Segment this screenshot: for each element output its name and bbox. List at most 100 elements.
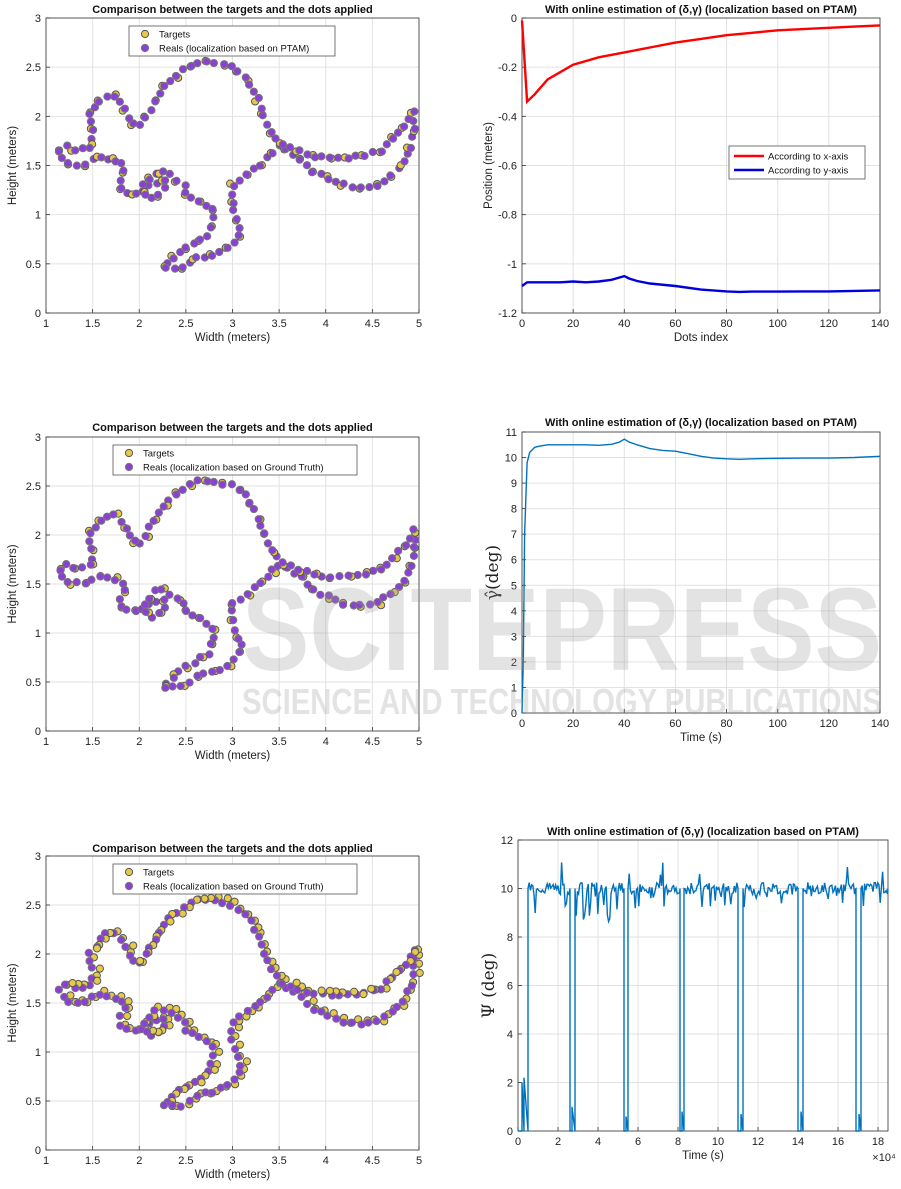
x-tick-label: 4	[323, 1155, 329, 1167]
real-dot	[256, 997, 265, 1007]
real-dot	[310, 1005, 319, 1015]
real-dot	[235, 485, 244, 495]
y-tick-label: 3	[511, 631, 517, 643]
real-dot	[86, 117, 96, 126]
real-dot	[347, 1018, 357, 1027]
real-dot	[364, 1018, 373, 1027]
real-dot	[339, 179, 348, 188]
y-tick-label: 3	[35, 432, 41, 444]
target-dot	[215, 1047, 224, 1056]
y-tick-label: 3	[35, 13, 41, 25]
target-dot	[136, 956, 145, 966]
real-dot	[172, 490, 181, 499]
real-dot	[409, 525, 418, 534]
real-dot	[317, 1007, 326, 1016]
y-tick-label: 5	[511, 580, 517, 592]
real-dot	[234, 905, 243, 915]
chart-6: 0 2 4 6 8 10 12 14 16 18 0 2 4 6 8 10 12 With online esti…	[479, 826, 896, 1164]
real-dot	[72, 578, 81, 587]
real-dot	[310, 570, 319, 579]
real-dot	[263, 120, 272, 129]
real-dot	[185, 678, 194, 687]
legend-box	[728, 145, 866, 180]
watermark-big: SCITEPRESS	[242, 564, 882, 696]
real-dot	[85, 537, 94, 546]
real-dot	[161, 683, 170, 692]
y-tick-label: 1	[35, 628, 41, 640]
real-dot	[181, 661, 190, 670]
legend-marker-targets	[140, 29, 150, 39]
real-dot	[160, 176, 170, 185]
y-tick-label: 0	[35, 1145, 41, 1157]
x-tick-label: 14	[792, 1136, 804, 1148]
real-dot	[191, 253, 201, 262]
y-tick-label: 1.5	[26, 579, 41, 591]
real-dot	[178, 65, 188, 74]
real-dot	[223, 243, 232, 252]
real-dot	[394, 546, 403, 555]
x-tick-label: 100	[769, 318, 787, 330]
real-dot	[223, 661, 232, 671]
y-tick-label: 8	[507, 932, 513, 944]
legend: Targets Reals (localization based on Grou…	[112, 863, 358, 895]
y-tick-label: 4	[511, 606, 517, 618]
target-dot	[223, 894, 232, 903]
real-dot	[188, 611, 197, 620]
real-dot	[103, 573, 112, 582]
real-dot	[366, 600, 375, 609]
y-tick-label: 7	[511, 529, 517, 541]
real-dot	[181, 1018, 190, 1027]
real-dot	[379, 593, 388, 602]
real-dot	[85, 143, 94, 153]
x-axis-label: Time (s)	[680, 732, 722, 744]
real-dot	[193, 1091, 202, 1100]
real-dot	[63, 159, 73, 168]
y-tick-label: -0.6	[498, 161, 517, 173]
real-dot	[176, 248, 185, 257]
real-dot	[361, 570, 371, 579]
real-dot	[286, 982, 295, 991]
real-dot	[234, 634, 243, 643]
real-dot	[141, 607, 150, 616]
real-dot	[268, 149, 277, 158]
real-dot	[209, 213, 218, 222]
real-dot	[117, 935, 126, 944]
real-dot	[372, 1017, 381, 1026]
real-dot	[245, 498, 254, 507]
real-dot	[268, 546, 277, 555]
y-tick-label: 10	[501, 884, 513, 896]
real-dot	[241, 910, 250, 919]
real-dot	[87, 575, 96, 584]
real-dot	[167, 1008, 176, 1018]
chart-title: Comparison between the targets and the d…	[92, 4, 373, 16]
x-tick-label: 1.5	[85, 318, 100, 330]
real-dot	[159, 1101, 169, 1110]
x-tick-label: 8	[675, 1136, 681, 1148]
real-dot	[85, 109, 94, 118]
real-dot	[223, 1080, 232, 1090]
y-tick-label: 12	[501, 835, 513, 847]
real-dot	[185, 1096, 194, 1105]
real-dot	[297, 992, 306, 1001]
real-dot	[60, 980, 70, 989]
real-dot	[165, 169, 174, 178]
real-dot	[73, 998, 83, 1007]
real-dot	[334, 153, 343, 162]
real-dot	[69, 563, 78, 573]
real-dot	[115, 97, 124, 106]
chart-5: 1 1.5 2 2.5 3 3.5 4 4.5 5 0 0.5 1 1.5 2 2.5 3 Comparison…	[7, 843, 424, 1181]
real-dot	[386, 590, 395, 599]
x-tick-label: 18	[872, 1136, 884, 1148]
real-dot	[242, 170, 251, 179]
y-axis-label: Height (meters)	[7, 126, 19, 205]
real-dot	[202, 1037, 211, 1046]
x-tick-label: 2	[555, 1136, 561, 1148]
x-tick-label: 1	[43, 1155, 49, 1167]
x-tick-label: 2.5	[178, 318, 193, 330]
y-tick-label: 11	[506, 427, 517, 439]
y-tick-label: 10	[505, 453, 517, 465]
y-tick-label: 2	[507, 1078, 513, 1090]
y-tick-label: 1.5	[26, 161, 41, 173]
real-dot	[150, 1006, 159, 1015]
real-dot	[243, 1006, 252, 1016]
